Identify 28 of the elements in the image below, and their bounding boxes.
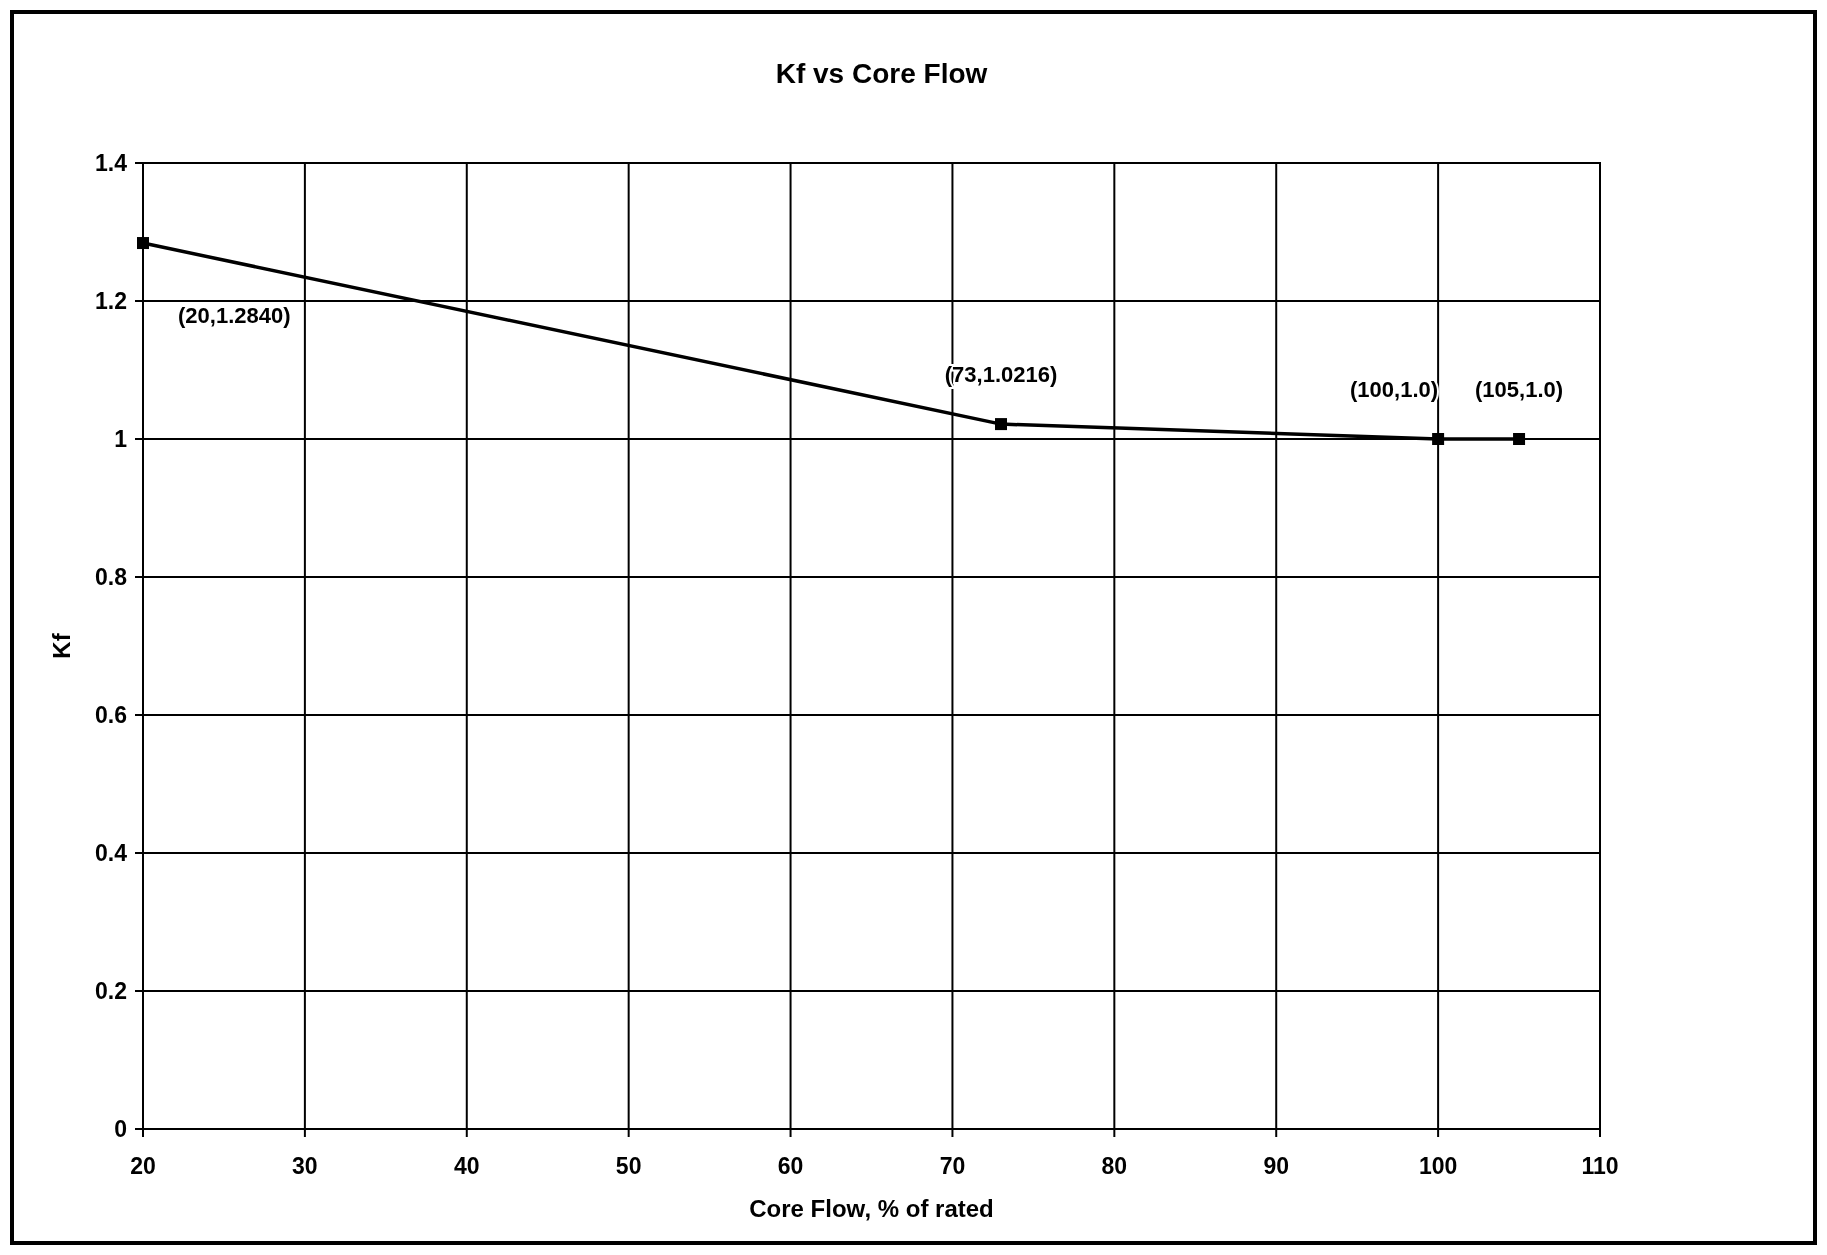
point [1432, 433, 1445, 445]
y-tick-label: 0.4 [95, 840, 128, 866]
x-tick-label: 100 [1418, 1153, 1458, 1179]
y-tick-label: 0.2 [95, 978, 127, 1004]
x-tick-label: 50 [615, 1153, 642, 1179]
x-tick-label: 110 [1581, 1153, 1619, 1179]
data-label: (20,1.2840) [178, 303, 291, 329]
y-tick-label: 0.8 [95, 564, 128, 590]
point [995, 418, 1008, 431]
point [137, 237, 149, 250]
x-tick-label: 20 [130, 1153, 156, 1179]
x-tick-label: 80 [1101, 1153, 1128, 1179]
y-tick-label: 0 [114, 1116, 127, 1142]
y-tick-label: 1.2 [95, 288, 127, 314]
x-axis-title: Core Flow, % of rated [749, 1195, 994, 1222]
chart-title: Kf vs Core Flow [775, 58, 988, 89]
data-label: (100,1.0) [1350, 377, 1439, 402]
x-tick-label: 90 [1263, 1153, 1290, 1179]
y-tick-label: 1.4 [95, 150, 128, 176]
y-tick-label: 1 [114, 426, 128, 452]
data-label: (105,1.0) [1475, 377, 1564, 402]
y-tick-label: 0.6 [95, 702, 127, 728]
y-axis-title: Kf [48, 632, 75, 659]
point [1513, 433, 1526, 445]
x-tick-label: 30 [292, 1153, 318, 1179]
x-tick-label: 60 [777, 1153, 804, 1179]
x-tick-label: 40 [453, 1153, 480, 1179]
x-tick-label: 70 [939, 1153, 966, 1179]
